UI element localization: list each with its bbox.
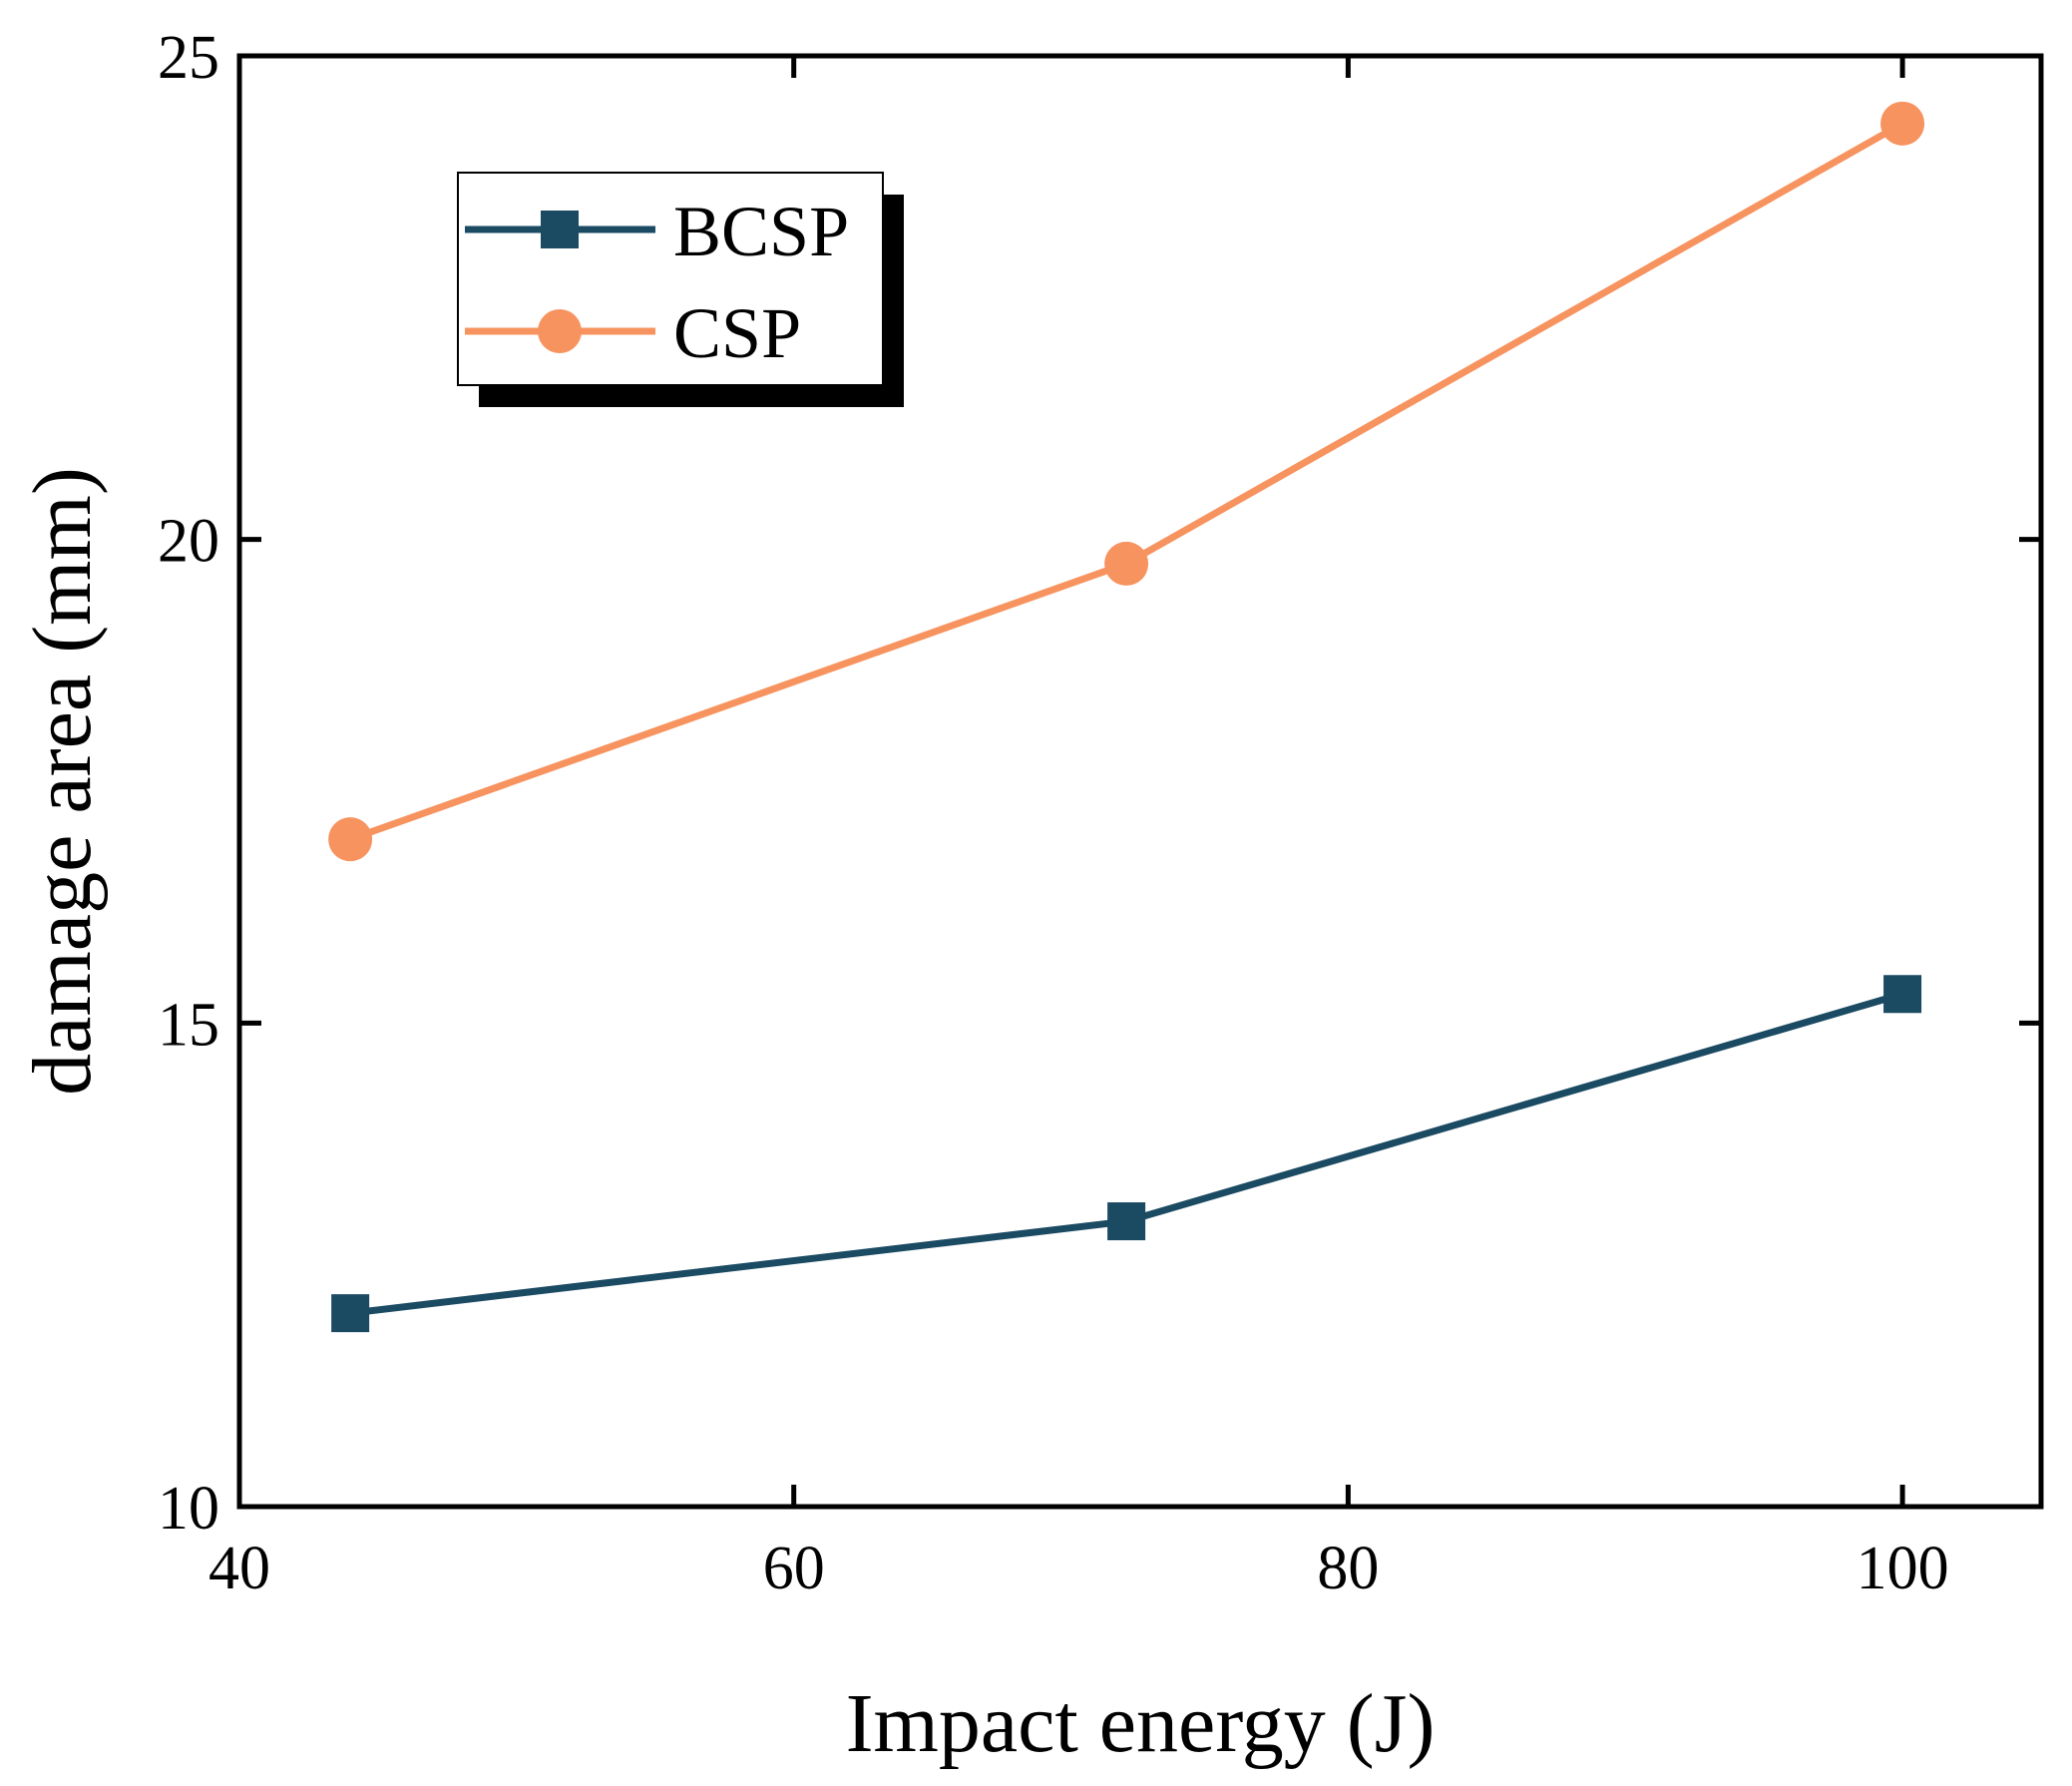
- data-point-csp: [328, 817, 373, 862]
- data-point-bcsp: [331, 1294, 370, 1333]
- y-axis-title: damage area (mm): [16, 467, 109, 1096]
- legend-marker-bcsp: [541, 211, 579, 248]
- legend: BCSP CSP: [457, 172, 904, 407]
- y-tick-label: 15: [158, 991, 219, 1059]
- x-axis-title: Impact energy (J): [846, 1677, 1436, 1770]
- x-tick-label: 40: [208, 1535, 270, 1602]
- legend-entry-csp: CSP: [465, 293, 801, 373]
- legend-label-csp: CSP: [673, 293, 801, 373]
- series-layer: [328, 101, 1925, 1333]
- legend-marker-csp: [538, 309, 582, 353]
- plot-frame: [236, 53, 2044, 1510]
- data-point-csp: [1104, 541, 1149, 586]
- y-tick-label: 10: [158, 1475, 219, 1543]
- legend-entries: BCSP CSP: [465, 192, 849, 373]
- series-bcsp: [331, 975, 1922, 1333]
- legend-box: [457, 172, 884, 386]
- tick-labels-layer: 40 60 80 100 10 15 20 25: [158, 24, 1949, 1602]
- y-tick-label: 20: [158, 508, 219, 576]
- x-tick-label: 60: [763, 1535, 825, 1602]
- data-point-bcsp: [1107, 1202, 1146, 1241]
- data-point-csp: [1880, 101, 1925, 146]
- legend-label-bcsp: BCSP: [673, 192, 849, 271]
- data-point-bcsp: [1883, 975, 1922, 1014]
- x-tick-label: 100: [1857, 1535, 1949, 1602]
- legend-entry-bcsp: BCSP: [465, 192, 849, 271]
- series-csp: [328, 101, 1925, 862]
- ticks-layer: [236, 53, 2041, 1510]
- x-tick-label: 80: [1317, 1535, 1379, 1602]
- y-tick-label: 25: [158, 24, 219, 92]
